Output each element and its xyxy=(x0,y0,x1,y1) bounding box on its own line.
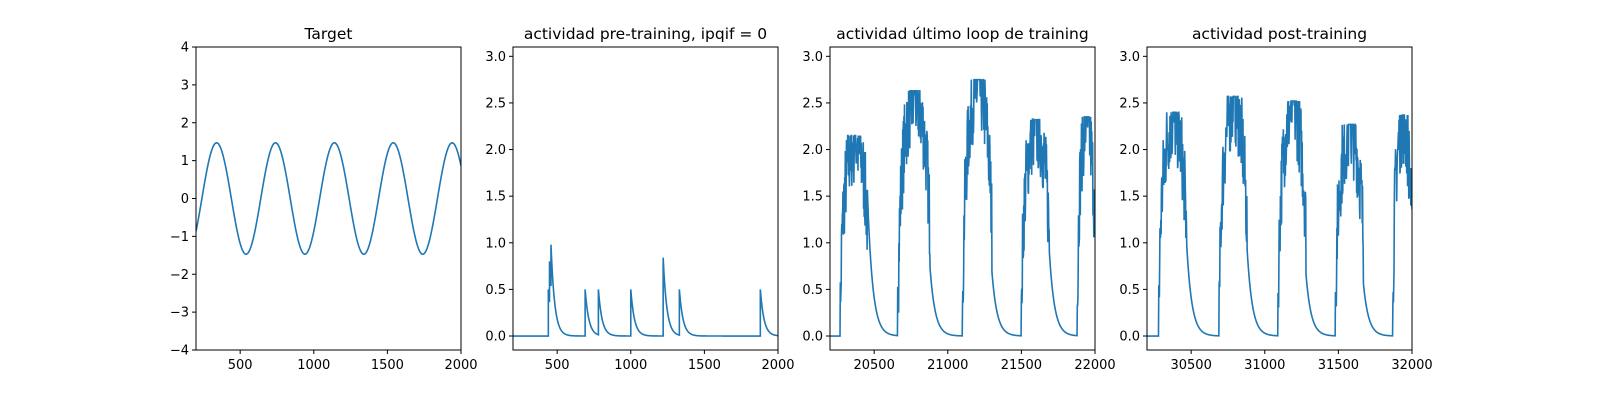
subplot-post-training: actividad post-training 30500 31000 31500 3… xyxy=(1119,25,1432,373)
chart-title: Target xyxy=(304,25,353,43)
y-tick-label: 1.0 xyxy=(802,236,823,251)
y-tick-label: 2.5 xyxy=(1119,96,1140,111)
y-tick-label: 2.0 xyxy=(1119,143,1140,158)
y-tick-label: 2 xyxy=(181,116,189,131)
y-tick-label: 1.0 xyxy=(485,236,506,251)
y-tick-label: 0.5 xyxy=(1119,283,1140,298)
y-tick-label: 1.0 xyxy=(1119,236,1140,251)
y-tick-label: 2.5 xyxy=(485,96,506,111)
y-tick-label: 1 xyxy=(181,154,189,169)
x-tick-label: 2000 xyxy=(444,358,477,373)
x-tick-label: 1500 xyxy=(688,358,721,373)
x-tick-label: 1500 xyxy=(371,358,404,373)
y-tick-label: 3.0 xyxy=(1119,50,1140,65)
y-tick-label: 0.5 xyxy=(802,283,823,298)
x-tick-label: 22000 xyxy=(1074,358,1115,373)
x-tick-label: 21500 xyxy=(1001,358,1042,373)
x-tick-label: 20500 xyxy=(853,358,894,373)
series-line xyxy=(1147,95,1412,337)
y-tick-label: 0 xyxy=(181,192,189,207)
x-tick-label: 2000 xyxy=(761,358,794,373)
subplot-pre-training: actividad pre-training, ipqif = 0 500 100… xyxy=(485,25,794,373)
axes-frame xyxy=(195,46,462,351)
axes-frame xyxy=(1146,46,1413,351)
y-tick-label: −4 xyxy=(170,344,189,359)
series-line xyxy=(513,244,778,337)
y-tick-label: 4 xyxy=(181,41,189,56)
x-tick-label: 21000 xyxy=(927,358,968,373)
y-tick-label: −1 xyxy=(170,230,189,245)
axes-frame xyxy=(512,46,779,351)
chart-title: actividad post-training xyxy=(1192,25,1367,43)
series-line xyxy=(830,78,1095,337)
x-tick-label: 30500 xyxy=(1170,358,1211,373)
y-tick-label: 2.0 xyxy=(485,143,506,158)
x-tick-label: 1000 xyxy=(297,358,330,373)
x-tick-label: 1000 xyxy=(614,358,647,373)
chart-title: actividad último loop de training xyxy=(836,25,1088,43)
y-tick-label: 3.0 xyxy=(802,50,823,65)
y-tick-label: 1.5 xyxy=(485,190,506,205)
y-tick-label: −3 xyxy=(170,306,189,321)
chart-title: actividad pre-training, ipqif = 0 xyxy=(524,25,767,43)
x-tick-label: 31500 xyxy=(1318,358,1359,373)
y-tick-label: 2.5 xyxy=(802,96,823,111)
y-tick-label: 3 xyxy=(181,78,189,93)
y-tick-label: 0.0 xyxy=(485,330,506,345)
x-tick-label: 500 xyxy=(228,358,253,373)
y-tick-label: 3.0 xyxy=(485,50,506,65)
y-tick-label: 2.0 xyxy=(802,143,823,158)
y-tick-label: −2 xyxy=(170,268,189,283)
series-line xyxy=(196,142,461,255)
y-tick-label: 0.0 xyxy=(1119,330,1140,345)
x-tick-label: 32000 xyxy=(1391,358,1432,373)
x-tick-label: 500 xyxy=(545,358,570,373)
y-tick-label: 0.0 xyxy=(802,330,823,345)
axes-frame xyxy=(829,46,1096,351)
x-tick-label: 31000 xyxy=(1244,358,1285,373)
y-tick-label: 1.5 xyxy=(802,190,823,205)
subplot-last-training-loop: actividad último loop de training 20500 2… xyxy=(802,25,1115,373)
subplot-target: Target 500 1000 1500 2000 −4 −3 −2 −1 0 1 2 3 4 xyxy=(170,25,478,373)
y-tick-label: 1.5 xyxy=(1119,190,1140,205)
y-tick-label: 0.5 xyxy=(485,283,506,298)
